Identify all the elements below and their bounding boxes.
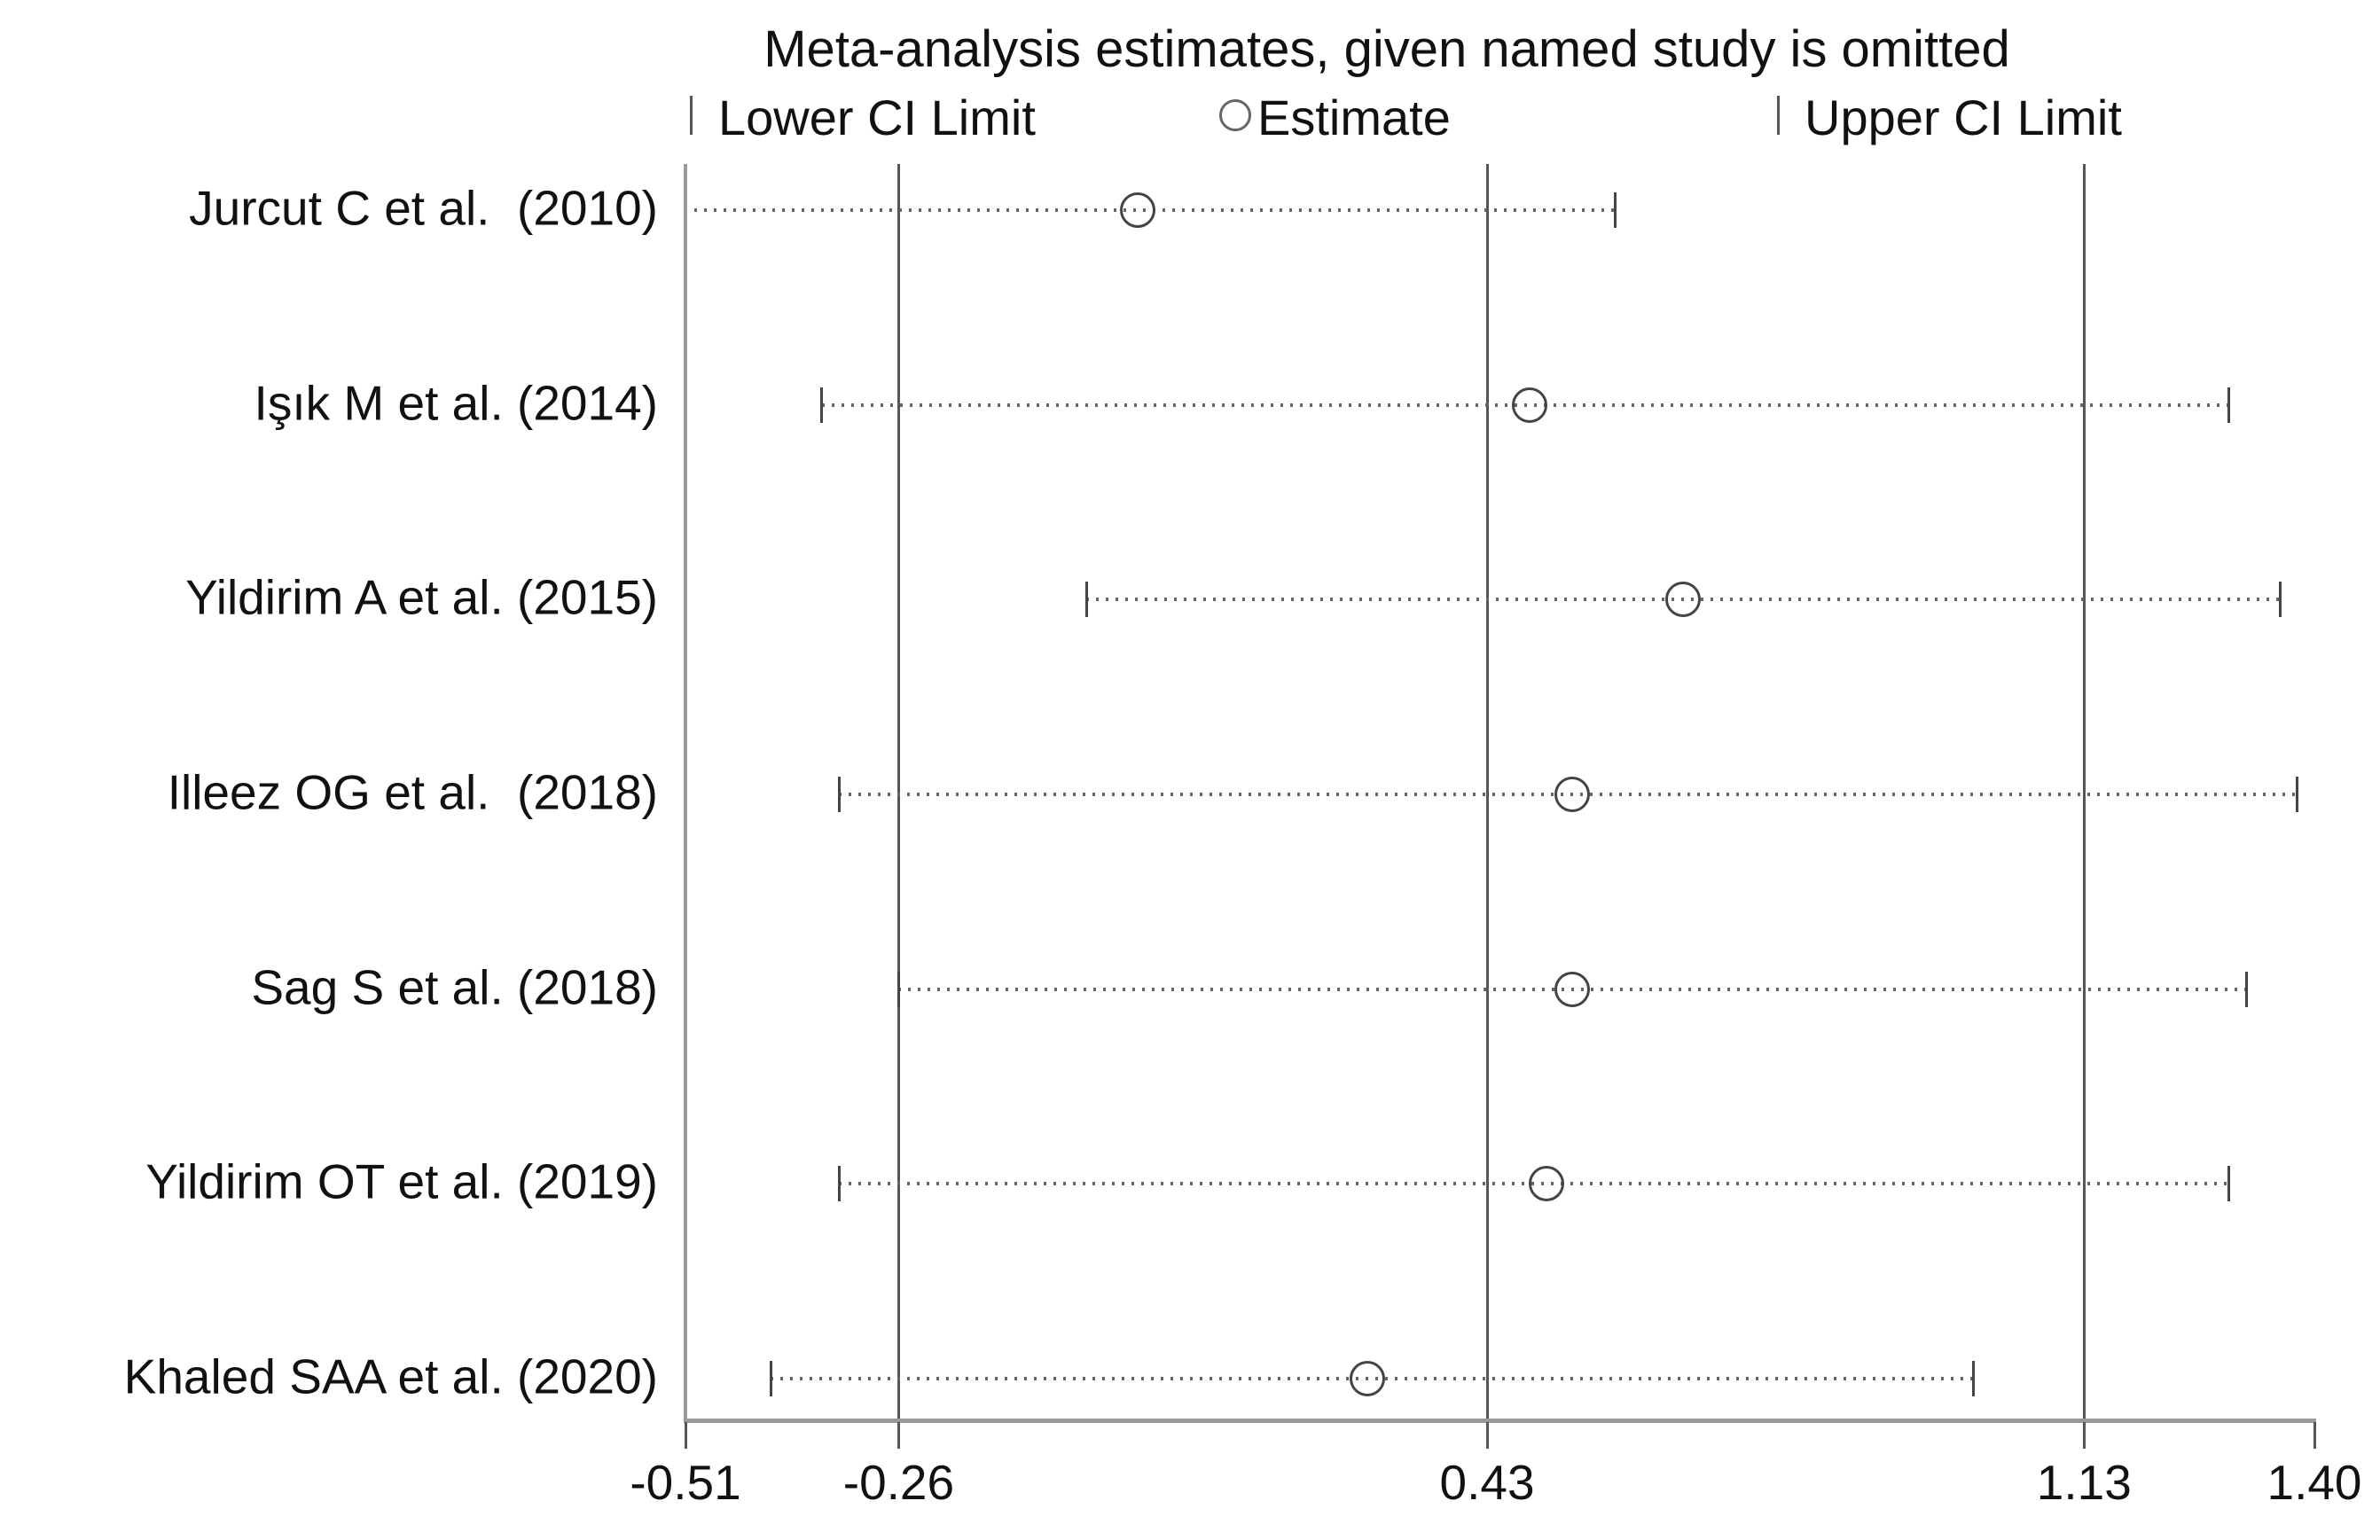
reference-line xyxy=(1485,164,1489,1419)
legend-lower-ci-label: Lower CI Limit xyxy=(718,90,1036,145)
study-label: Işık M et al. (2014) xyxy=(254,375,658,431)
chart-title: Meta-analysis estimates, given named stu… xyxy=(763,20,2010,78)
reference-line xyxy=(2082,164,2086,1419)
ci-lower-marker xyxy=(820,387,824,423)
axis-tick-label: 0.43 xyxy=(1439,1455,1535,1510)
upper-ci-tick-icon xyxy=(1777,96,1780,135)
study-label: Yildirim A et al. (2015) xyxy=(185,569,658,625)
ci-lower-marker xyxy=(769,1361,772,1397)
ci-upper-marker xyxy=(2227,1166,2231,1202)
ci-upper-marker xyxy=(1613,192,1617,228)
ci-upper-marker xyxy=(2296,777,2299,812)
axis-tick-label: -0.26 xyxy=(842,1455,955,1510)
legend-estimate-label: Estimate xyxy=(1257,90,1451,145)
study-label: Jurcut C et al. (2010) xyxy=(189,180,658,236)
y-axis-line xyxy=(684,164,687,1419)
estimate-marker xyxy=(1529,1166,1565,1202)
axis-tick-label: -0.51 xyxy=(630,1455,741,1510)
x-axis-line xyxy=(684,1419,2316,1423)
ci-upper-marker xyxy=(2227,387,2231,423)
legend-upper-ci-label: Upper CI Limit xyxy=(1805,90,2122,145)
axis-tick xyxy=(1485,1422,1489,1449)
lower-ci-tick-icon xyxy=(690,96,693,135)
ci-upper-marker xyxy=(1971,1361,1975,1397)
reference-line xyxy=(896,164,900,1419)
estimate-marker xyxy=(1665,582,1702,618)
axis-tick xyxy=(684,1422,687,1449)
axis-tick xyxy=(2082,1422,2086,1449)
study-label: Illeez OG et al. (2018) xyxy=(167,764,658,820)
axis-tick-label: 1.13 xyxy=(2036,1455,2132,1510)
estimate-marker xyxy=(1119,192,1155,228)
estimate-marker xyxy=(1512,387,1548,423)
estimate-marker xyxy=(1350,1361,1386,1397)
ci-lower-marker xyxy=(837,1166,841,1202)
ci-lower-marker xyxy=(837,777,841,812)
study-label: Sag S et al. (2018) xyxy=(251,959,658,1015)
estimate-marker xyxy=(1554,777,1591,812)
ci-lower-marker xyxy=(896,971,900,1007)
ci-upper-marker xyxy=(2244,971,2248,1007)
study-label: Yildirim OT et al. (2019) xyxy=(145,1153,658,1209)
axis-tick xyxy=(896,1422,900,1449)
study-label: Khaled SAA et al. (2020) xyxy=(123,1348,658,1404)
ci-lower-marker xyxy=(1084,582,1088,618)
axis-tick xyxy=(2313,1422,2316,1449)
estimate-circle-icon xyxy=(1219,99,1251,131)
ci-upper-marker xyxy=(2279,582,2282,618)
estimate-marker xyxy=(1554,971,1591,1007)
axis-tick-label: 1.40 xyxy=(2266,1455,2362,1510)
